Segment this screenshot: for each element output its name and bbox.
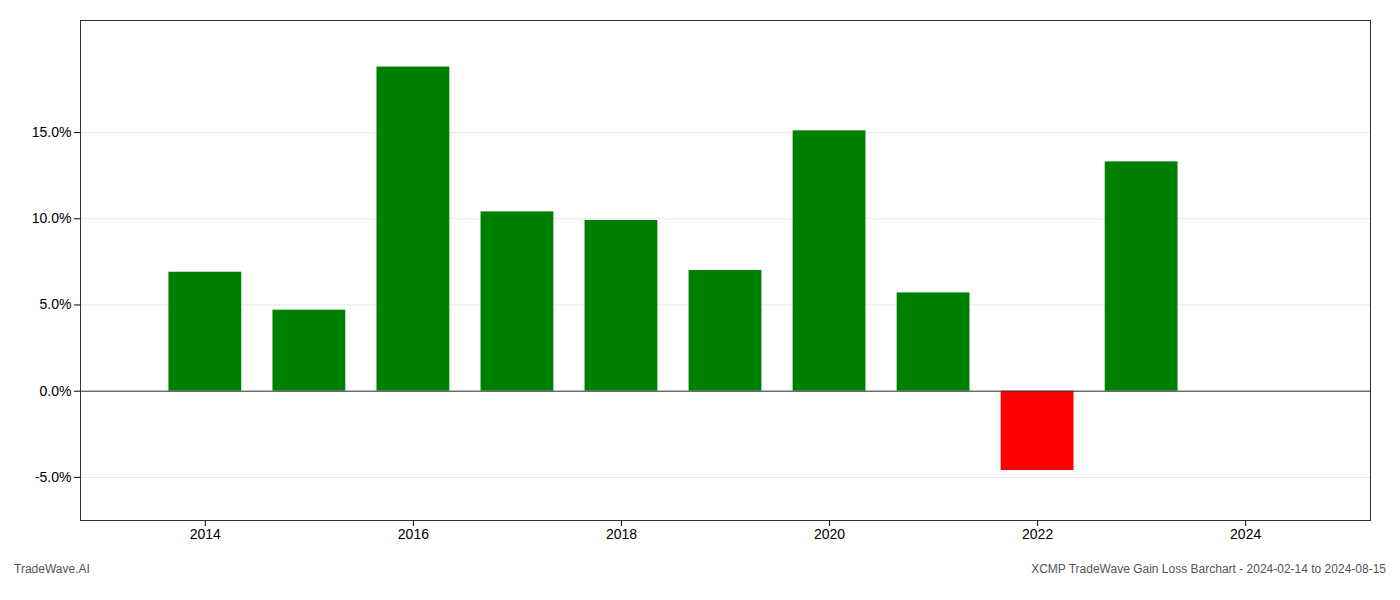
svg-text:0.0%: 0.0% xyxy=(40,383,72,399)
svg-text:2018: 2018 xyxy=(606,526,637,542)
svg-text:10.0%: 10.0% xyxy=(32,210,72,226)
svg-text:5.0%: 5.0% xyxy=(40,296,72,312)
svg-text:-5.0%: -5.0% xyxy=(35,469,72,485)
svg-text:2024: 2024 xyxy=(1230,526,1261,542)
svg-text:2016: 2016 xyxy=(398,526,429,542)
html-text:XCMP TradeWave Gain Loss Barch: XCMP TradeWave Gain Loss Barchart - 2024… xyxy=(1031,562,1386,576)
svg-text:2020: 2020 xyxy=(814,526,845,542)
svg-text:15.0%: 15.0% xyxy=(32,124,72,140)
svg-text:2022: 2022 xyxy=(1022,526,1053,542)
svg-text:2014: 2014 xyxy=(190,526,221,542)
html-text:TradeWave.AI: TradeWave.AI xyxy=(14,562,90,576)
